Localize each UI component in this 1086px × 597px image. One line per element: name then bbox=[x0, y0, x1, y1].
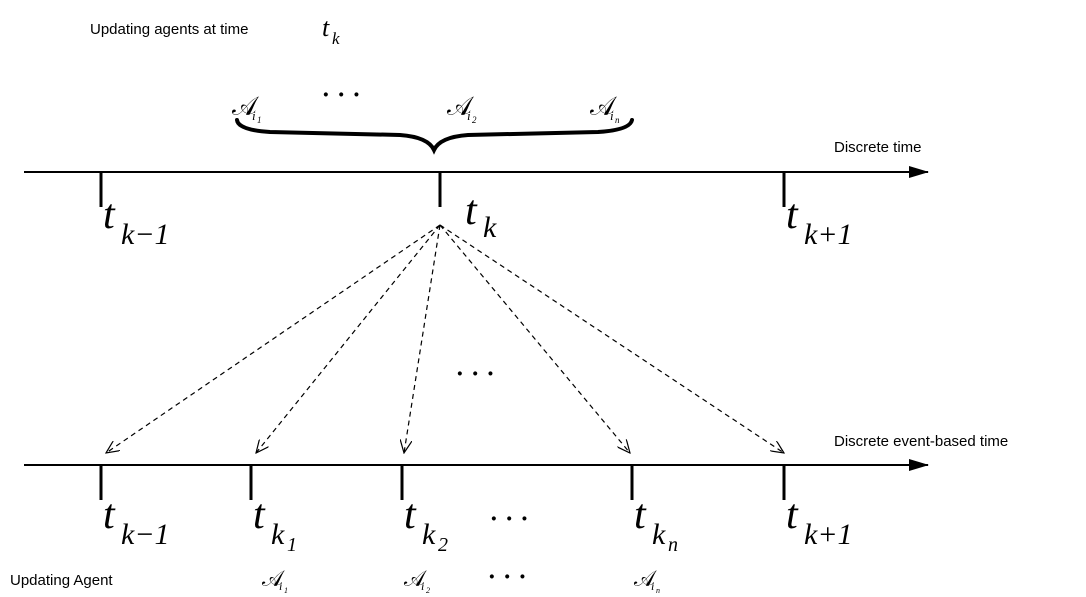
top-agent-i1-sub: i bbox=[252, 108, 256, 123]
label-t-k-plus-1: t k+1 bbox=[786, 192, 853, 251]
bottom-agent-i2: 𝒜 i 2 bbox=[404, 567, 430, 595]
bottom-agent-i1: 𝒜 i 1 bbox=[262, 567, 288, 595]
bottom-agent-i2-base: 𝒜 bbox=[404, 567, 427, 592]
event-label-t-k1-subsub: 1 bbox=[287, 534, 297, 556]
event-label-t-k1-base: t bbox=[253, 492, 266, 538]
top-agents-ellipsis: · · · bbox=[322, 82, 360, 108]
event-time-axis-label: Discrete event-based time bbox=[834, 433, 1008, 450]
header-caption-symbol-sub: k bbox=[332, 29, 340, 48]
top-agent-i2-base: 𝒜 bbox=[447, 92, 474, 122]
top-agent-in-subsub: n bbox=[615, 115, 620, 125]
header-caption-symbol: t bbox=[322, 13, 330, 42]
top-agent-i2-subsub: 2 bbox=[472, 115, 477, 125]
bottom-row-ellipsis: · · · bbox=[488, 564, 526, 590]
bottom-agent-in-subsub: n bbox=[656, 586, 660, 595]
top-agent-i1-base: 𝒜 bbox=[232, 92, 259, 122]
event-label-t-k2-base: t bbox=[404, 492, 417, 538]
event-label-t-k-plus-1-sub: k+1 bbox=[804, 518, 853, 551]
top-agent-i1: 𝒜 i 1 bbox=[232, 92, 262, 125]
event-label-t-kn: t k n bbox=[634, 492, 678, 556]
bottom-agent-i1-base: 𝒜 bbox=[262, 567, 285, 592]
event-label-t-k1: t k 1 bbox=[253, 492, 297, 556]
discrete-time-axis: Discrete time t k−1 t k t k+1 bbox=[24, 139, 929, 251]
bottom-agent-i2-subsub: 2 bbox=[426, 586, 430, 595]
top-agent-in-base: 𝒜 bbox=[590, 92, 617, 122]
header-caption: Updating agents at time t k bbox=[90, 13, 340, 48]
middle-ellipsis: · · · bbox=[456, 361, 494, 387]
dispatch-arrow-to-t-k1 bbox=[256, 224, 441, 453]
label-t-k-minus-1: t k−1 bbox=[103, 192, 170, 251]
label-t-k-sub: k bbox=[483, 211, 497, 244]
label-t-k-minus-1-base: t bbox=[103, 192, 116, 238]
dispatch-arrows bbox=[106, 224, 784, 453]
event-label-t-k2-subsub: 2 bbox=[438, 534, 448, 556]
bottom-agent-in: 𝒜 i n bbox=[634, 567, 660, 595]
top-agents-row: 𝒜 i 1 · · · 𝒜 i 2 𝒜 i n bbox=[232, 82, 620, 125]
top-agent-i1-subsub: 1 bbox=[257, 115, 262, 125]
dispatch-arrow-to-t-kn bbox=[439, 224, 630, 453]
header-caption-text: Updating agents at time bbox=[90, 21, 248, 38]
dispatch-arrow-to-t-k-plus-1 bbox=[439, 224, 784, 453]
label-t-k: t k bbox=[465, 188, 497, 244]
bottom-agent-in-base: 𝒜 bbox=[634, 567, 657, 592]
dispatch-arrow-to-t-k2 bbox=[404, 224, 441, 453]
label-t-k-plus-1-base: t bbox=[786, 192, 799, 238]
bottom-agent-i1-subsub: 1 bbox=[284, 586, 288, 595]
event-label-t-k2-sub: k bbox=[422, 518, 436, 551]
bottom-agent-in-sub: i bbox=[651, 579, 654, 593]
event-label-t-kn-subsub: n bbox=[668, 534, 678, 556]
top-agent-i2: 𝒜 i 2 bbox=[447, 92, 477, 125]
updating-agent-label: Updating Agent bbox=[10, 572, 113, 589]
label-t-k-base: t bbox=[465, 188, 478, 234]
event-label-t-k1-sub: k bbox=[271, 518, 285, 551]
event-label-t-k2: t k 2 bbox=[404, 492, 448, 556]
event-axis-ellipsis: · · · bbox=[490, 506, 528, 532]
top-agent-i2-sub: i bbox=[467, 108, 471, 123]
discrete-time-axis-label: Discrete time bbox=[834, 139, 922, 156]
dispatch-arrow-to-t-k-minus-1 bbox=[106, 224, 441, 453]
bottom-agent-i2-sub: i bbox=[421, 579, 424, 593]
top-agent-in-sub: i bbox=[610, 108, 614, 123]
grouping-brace bbox=[235, 118, 634, 155]
event-label-t-k-minus-1: t k−1 bbox=[103, 492, 170, 551]
event-label-t-k-plus-1: t k+1 bbox=[786, 492, 853, 551]
event-label-t-kn-base: t bbox=[634, 492, 647, 538]
event-label-t-k-minus-1-base: t bbox=[103, 492, 116, 538]
top-agent-in: 𝒜 i n bbox=[590, 92, 620, 125]
bottom-agent-i1-sub: i bbox=[279, 579, 282, 593]
updating-agent-row: Updating Agent 𝒜 i 1 𝒜 i 2 · · · 𝒜 i n bbox=[10, 564, 660, 595]
event-label-t-kn-sub: k bbox=[652, 518, 666, 551]
event-label-t-k-plus-1-base: t bbox=[786, 492, 799, 538]
event-label-t-k-minus-1-sub: k−1 bbox=[121, 518, 170, 551]
label-t-k-minus-1-sub: k−1 bbox=[121, 218, 170, 251]
event-time-axis: Discrete event-based time t k−1 t k 1 t … bbox=[24, 433, 1008, 556]
label-t-k-plus-1-sub: k+1 bbox=[804, 218, 853, 251]
